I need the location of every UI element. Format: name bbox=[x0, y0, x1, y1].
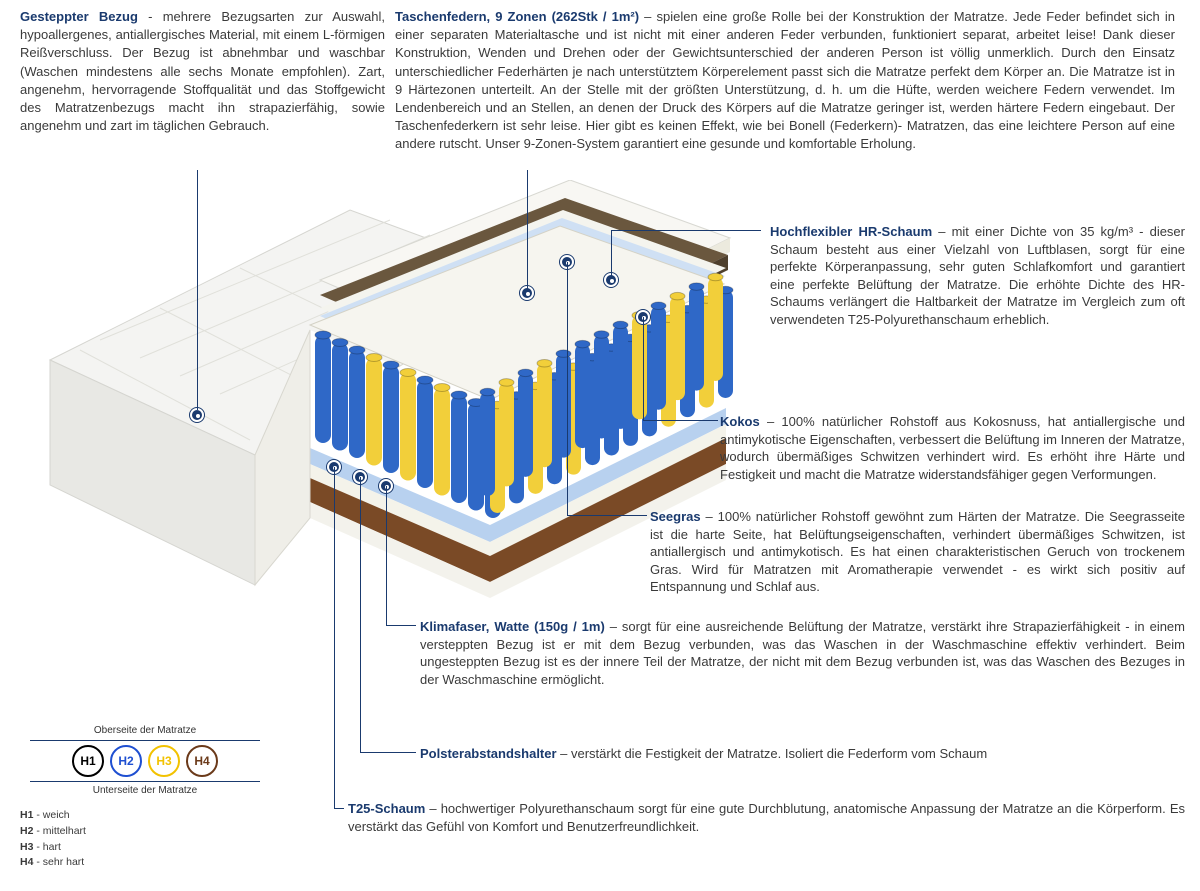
callout-t25: T25-Schaum – hochwertiger Polyurethansch… bbox=[348, 800, 1185, 835]
marker-cover bbox=[190, 408, 204, 422]
lead-kokos-h bbox=[643, 420, 718, 421]
lead-klima-h bbox=[386, 625, 416, 626]
springs-body: – spielen eine große Rolle bei der Konst… bbox=[395, 9, 1175, 151]
legend-line-bottom bbox=[30, 781, 260, 782]
kokos-title: Kokos bbox=[720, 414, 760, 429]
hr-title: Hochflexibler HR-Schaum bbox=[770, 224, 932, 239]
legend-circles: H1H2H3H4 bbox=[20, 745, 270, 777]
hardness-circle-h3: H3 bbox=[148, 745, 180, 777]
cover-body: - mehrere Bezugsarten zur Auswahl, hypoa… bbox=[20, 9, 385, 133]
lead-hr-v bbox=[611, 230, 612, 276]
lead-seegras-h bbox=[567, 515, 647, 516]
hr-body: – mit einer Dichte von 35 kg/m³ - dieser… bbox=[770, 224, 1185, 327]
lead-polster-h bbox=[360, 752, 416, 753]
hardness-circle-h4: H4 bbox=[186, 745, 218, 777]
t25-title: T25-Schaum bbox=[348, 801, 425, 816]
callout-seegras: Seegras – 100% natürlicher Rohstoff gewö… bbox=[650, 508, 1185, 596]
callout-hr-schaum: Hochflexibler HR-Schaum – mit einer Dich… bbox=[770, 223, 1185, 328]
legend-key-h4: H4 - sehr hart bbox=[20, 855, 270, 871]
hardness-circle-h1: H1 bbox=[72, 745, 104, 777]
lead-springs bbox=[527, 170, 528, 290]
seegras-body: – 100% natürlicher Rohstoff gewöhnt zum … bbox=[650, 509, 1185, 594]
klima-title: Klimafaser, Watte (150g / 1m) bbox=[420, 619, 605, 634]
lead-hr-h bbox=[611, 230, 761, 231]
callout-polster: Polsterabstandshalter – verstärkt die Fe… bbox=[420, 745, 1185, 763]
callout-kokos: Kokos – 100% natürlicher Rohstoff aus Ko… bbox=[720, 413, 1185, 483]
legend-key-h2: H2 - mittelhart bbox=[20, 824, 270, 840]
legend-bottom-label: Unterseite der Matratze bbox=[20, 785, 270, 796]
polster-title: Polsterabstandshalter bbox=[420, 746, 557, 761]
legend-keys: H1 - weichH2 - mittelhartH3 - hartH4 - s… bbox=[20, 808, 270, 871]
legend-line-top bbox=[30, 740, 260, 741]
lead-kokos-v bbox=[643, 317, 644, 421]
lead-cover bbox=[197, 170, 198, 410]
legend-key-h3: H3 - hart bbox=[20, 840, 270, 856]
t25-body: – hochwertiger Polyurethanschaum sorgt f… bbox=[348, 801, 1185, 834]
lead-t25-v bbox=[334, 467, 335, 808]
lead-seegras-v bbox=[567, 262, 568, 515]
legend-key-h1: H1 - weich bbox=[20, 808, 270, 824]
seegras-title: Seegras bbox=[650, 509, 701, 524]
kokos-body: – 100% natürlicher Rohstoff aus Kokosnus… bbox=[720, 414, 1185, 482]
cover-title: Gesteppter Bezug bbox=[20, 9, 138, 24]
hardness-legend: Oberseite der Matratze H1H2H3H4 Untersei… bbox=[20, 725, 270, 871]
mattress-diagram bbox=[10, 180, 750, 610]
lead-t25-h bbox=[334, 808, 344, 809]
springs-title: Taschenfedern, 9 Zonen (262Stk / 1m²) bbox=[395, 9, 639, 24]
cover-description: Gesteppter Bezug - mehrere Bezugsarten z… bbox=[20, 8, 385, 154]
polster-body: – verstärkt die Festigkeit der Matratze.… bbox=[557, 746, 988, 761]
legend-top-label: Oberseite der Matratze bbox=[20, 725, 270, 736]
lead-klima-v bbox=[386, 486, 387, 625]
springs-description: Taschenfedern, 9 Zonen (262Stk / 1m²) – … bbox=[395, 8, 1175, 154]
hardness-circle-h2: H2 bbox=[110, 745, 142, 777]
lead-polster-v bbox=[360, 477, 361, 752]
callout-klimafaser: Klimafaser, Watte (150g / 1m) – sorgt fü… bbox=[420, 618, 1185, 688]
